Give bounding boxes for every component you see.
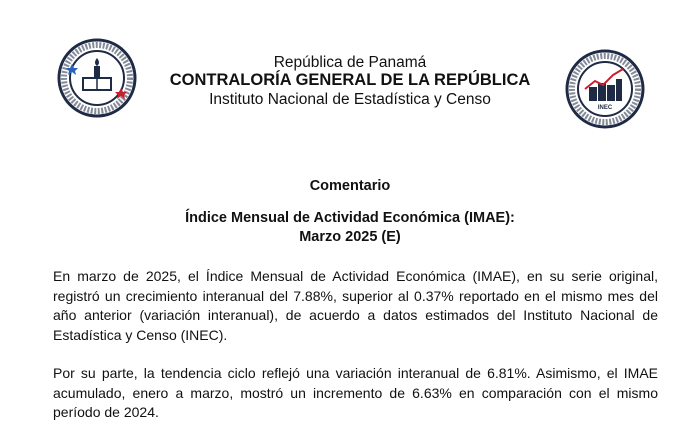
document-title: Índice Mensual de Actividad Económica (I… bbox=[185, 210, 515, 226]
department-name: Instituto Nacional de Estadística y Cens… bbox=[209, 91, 491, 108]
institution-name: CONTRALORÍA GENERAL DE LA REPÚBLICA bbox=[169, 71, 531, 89]
section-label: Comentario bbox=[309, 178, 391, 194]
contraloria-logo bbox=[57, 38, 137, 118]
paragraph-1: En marzo de 2025, el Índice Mensual de A… bbox=[53, 268, 658, 343]
inec-logo: INEC bbox=[565, 49, 645, 129]
paragraph-2: Por su parte, la tendencia ciclo reflejó… bbox=[53, 365, 658, 420]
document-subtitle: Marzo 2025 (E) bbox=[299, 229, 401, 245]
svg-text:INEC: INEC bbox=[598, 105, 613, 111]
country-name: República de Panamá bbox=[273, 54, 427, 71]
